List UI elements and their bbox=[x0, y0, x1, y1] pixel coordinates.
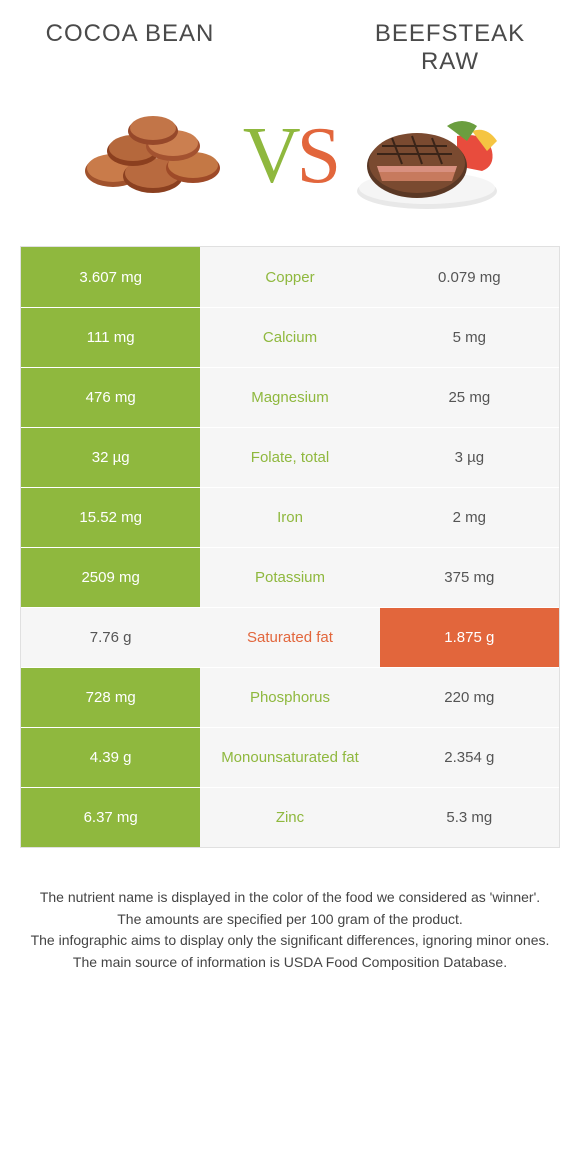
nutrient-label: Copper bbox=[200, 247, 379, 307]
right-value: 0.079 mg bbox=[380, 247, 559, 307]
nutrient-label: Iron bbox=[200, 488, 379, 547]
table-row: 15.52 mgIron2 mg bbox=[21, 487, 559, 547]
table-row: 3.607 mgCopper0.079 mg bbox=[21, 247, 559, 307]
nutrient-label: Zinc bbox=[200, 788, 379, 847]
infographic-container: COCOA BEAN BEEFSTEAK RAW VS bbox=[0, 0, 580, 1004]
right-food-title: BEEFSTEAK RAW bbox=[350, 20, 550, 76]
footer-line-3: The infographic aims to display only the… bbox=[30, 931, 550, 951]
nutrient-label: Calcium bbox=[200, 308, 379, 367]
left-value: 7.76 g bbox=[21, 608, 200, 667]
nutrient-label: Saturated fat bbox=[200, 608, 379, 667]
table-row: 6.37 mgZinc5.3 mg bbox=[21, 787, 559, 847]
nutrient-table: 3.607 mgCopper0.079 mg111 mgCalcium5 mg4… bbox=[20, 246, 560, 848]
right-value: 2 mg bbox=[380, 488, 559, 547]
table-row: 111 mgCalcium5 mg bbox=[21, 307, 559, 367]
right-value: 5 mg bbox=[380, 308, 559, 367]
table-row: 32 µgFolate, total3 µg bbox=[21, 427, 559, 487]
right-value: 375 mg bbox=[380, 548, 559, 607]
left-value: 111 mg bbox=[21, 308, 200, 367]
left-value: 32 µg bbox=[21, 428, 200, 487]
vs-row: VS bbox=[0, 86, 580, 246]
right-value: 2.354 g bbox=[380, 728, 559, 787]
footer-line-2: The amounts are specified per 100 gram o… bbox=[30, 910, 550, 930]
beefsteak-image bbox=[347, 96, 507, 216]
table-row: 4.39 gMonounsaturated fat2.354 g bbox=[21, 727, 559, 787]
table-row: 7.76 gSaturated fat1.875 g bbox=[21, 607, 559, 667]
right-value: 220 mg bbox=[380, 668, 559, 727]
right-value: 25 mg bbox=[380, 368, 559, 427]
left-value: 728 mg bbox=[21, 668, 200, 727]
footer-line-1: The nutrient name is displayed in the co… bbox=[30, 888, 550, 908]
nutrient-label: Potassium bbox=[200, 548, 379, 607]
table-row: 476 mgMagnesium25 mg bbox=[21, 367, 559, 427]
left-value: 2509 mg bbox=[21, 548, 200, 607]
left-value: 6.37 mg bbox=[21, 788, 200, 847]
vs-text: VS bbox=[243, 111, 337, 202]
vs-v: V bbox=[243, 112, 297, 200]
right-value: 3 µg bbox=[380, 428, 559, 487]
footer-notes: The nutrient name is displayed in the co… bbox=[0, 848, 580, 1004]
nutrient-label: Folate, total bbox=[200, 428, 379, 487]
nutrient-label: Magnesium bbox=[200, 368, 379, 427]
right-value: 5.3 mg bbox=[380, 788, 559, 847]
footer-line-4: The main source of information is USDA F… bbox=[30, 953, 550, 973]
cocoa-bean-image bbox=[73, 96, 233, 216]
nutrient-label: Monounsaturated fat bbox=[200, 728, 379, 787]
header: COCOA BEAN BEEFSTEAK RAW bbox=[0, 0, 580, 86]
left-value: 3.607 mg bbox=[21, 247, 200, 307]
table-row: 728 mgPhosphorus220 mg bbox=[21, 667, 559, 727]
left-value: 15.52 mg bbox=[21, 488, 200, 547]
table-row: 2509 mgPotassium375 mg bbox=[21, 547, 559, 607]
vs-s: S bbox=[297, 112, 338, 200]
left-food-title: COCOA BEAN bbox=[30, 20, 230, 76]
left-value: 476 mg bbox=[21, 368, 200, 427]
right-value: 1.875 g bbox=[380, 608, 559, 667]
nutrient-label: Phosphorus bbox=[200, 668, 379, 727]
left-value: 4.39 g bbox=[21, 728, 200, 787]
